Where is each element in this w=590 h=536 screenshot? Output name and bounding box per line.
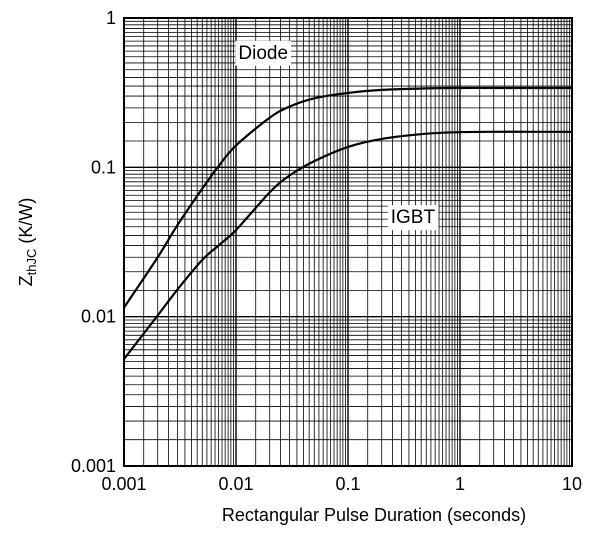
series-labels: Diode IGBT [235, 40, 439, 231]
y-tick-label: 1 [106, 8, 116, 28]
series-label-background [387, 205, 439, 231]
y-axis-title: ZthJC (K/W) [16, 198, 39, 287]
y-axis-title-unit: (K/W) [16, 198, 36, 249]
series-label-diode: Diode [238, 43, 288, 64]
series-label-background [235, 40, 292, 66]
y-tick-labels: 0.001 0.01 0.1 1 [71, 8, 116, 476]
series-label-igbt: IGBT [391, 207, 436, 228]
grid-lines [123, 18, 572, 467]
x-tick-label: 1 [455, 474, 465, 494]
plot-frame [123, 17, 573, 467]
y-tick-label: 0.001 [71, 456, 116, 476]
x-tick-label: 0.001 [101, 474, 146, 494]
x-tick-label: 10 [562, 474, 582, 494]
series-label-igbt-group: IGBT [387, 205, 439, 231]
y-tick-label: 0.1 [91, 157, 116, 177]
series-label-diode-group: Diode [235, 40, 292, 66]
series-curves [123, 86, 572, 360]
y-tick-label: 0.01 [81, 307, 116, 327]
y-axis-title-subscript: thJC [24, 249, 39, 276]
x-tick-label: 0.1 [335, 474, 360, 494]
series-line-igbt [123, 130, 572, 360]
x-tick-labels: 0.001 0.01 0.1 1 10 [101, 474, 582, 494]
y-axis-title-base: Z [16, 275, 36, 286]
series-line-diode [123, 86, 572, 309]
x-tick-label: 0.01 [218, 474, 253, 494]
x-axis-title: Rectangular Pulse Duration (seconds) [222, 505, 526, 525]
